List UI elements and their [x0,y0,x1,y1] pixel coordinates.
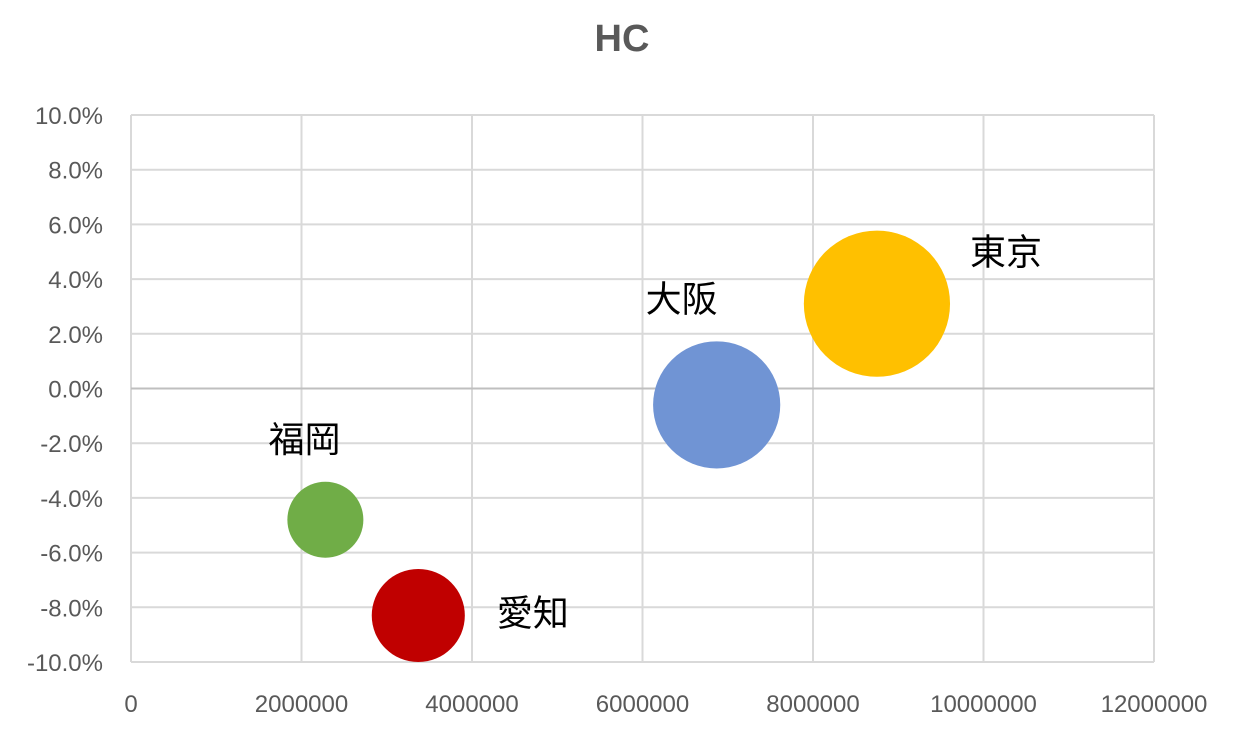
y-tick-label: 4.0% [48,267,103,294]
bubble-label: 愛知 [497,593,569,634]
x-tick-label: 6000000 [596,691,689,718]
y-tick-label: 6.0% [48,212,103,239]
y-tick-label: 10.0% [35,103,103,130]
y-tick-label: -2.0% [40,431,103,458]
y-tick-label: -8.0% [40,595,103,622]
bubble [653,341,781,469]
x-tick-label: 4000000 [425,691,518,718]
x-tick-label: 2000000 [255,691,348,718]
bubble-label: 大阪 [646,278,718,319]
y-tick-label: -10.0% [27,650,103,677]
y-tick-label: 0.0% [48,377,103,404]
x-tick-label: 10000000 [930,691,1037,718]
y-tick-label: 8.0% [48,158,103,185]
bubble-label: 東京 [970,232,1042,273]
x-tick-label: 12000000 [1101,691,1208,718]
x-tick-label: 8000000 [766,691,859,718]
y-tick-label: -6.0% [40,541,103,568]
chart-title: HC [594,18,650,60]
bubble-label: 福岡 [268,419,340,460]
bubble [803,230,951,377]
x-tick-label: 0 [124,691,137,718]
bubble [371,568,465,663]
bubble [287,481,364,558]
y-tick-label: 2.0% [48,322,103,349]
y-tick-label: -4.0% [40,486,103,513]
